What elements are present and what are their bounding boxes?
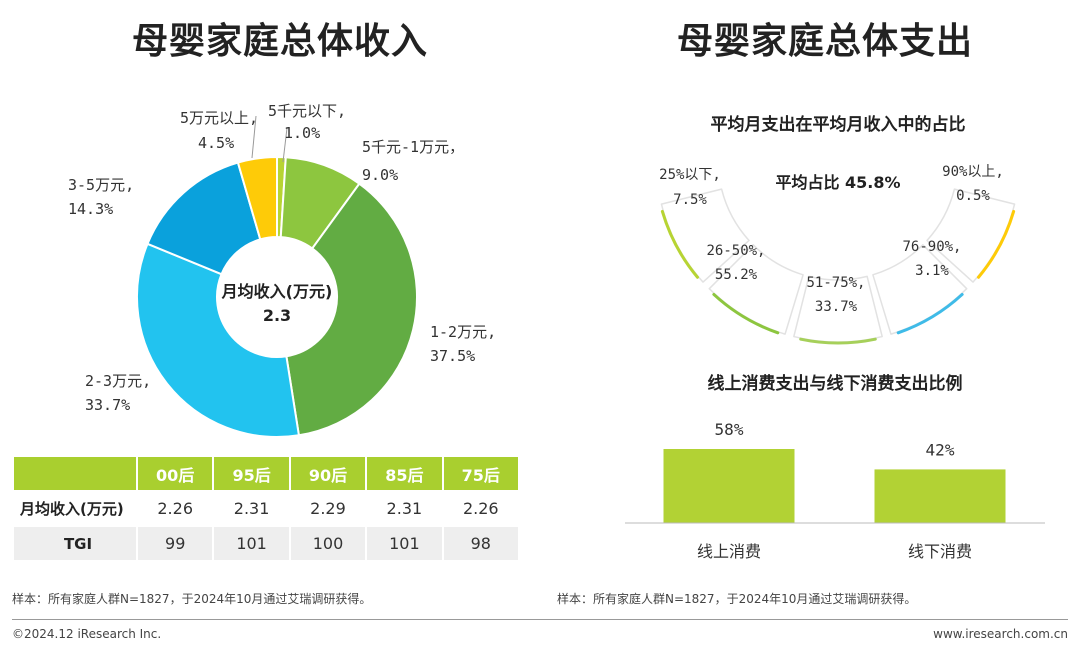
income-title: 母婴家庭总体收入 <box>131 21 428 62</box>
segment-value: 7.5% <box>673 192 707 208</box>
bar-category-label: 线下消费 <box>908 542 972 561</box>
sample-note: 样本：所有家庭人群N=1827，于2024年10月通过艾瑞调研获得。 <box>12 592 372 606</box>
arc-segment-accent <box>660 209 699 279</box>
bar <box>663 449 795 523</box>
row-header: TGI <box>14 527 136 560</box>
segment-value: 55.2% <box>715 267 758 283</box>
table-cell: 2.31 <box>214 492 289 525</box>
slice-label: 5万元以上, <box>180 109 258 127</box>
segment-label: 25%以下, <box>659 167 721 183</box>
channel-chart-title: 线上消费支出与线下消费支出比例 <box>708 373 963 394</box>
ratio-arc <box>660 188 1016 345</box>
table-cell: 99 <box>138 527 213 560</box>
slice-value: 1.0% <box>284 124 320 142</box>
row-header: 月均收入(万元) <box>14 492 136 525</box>
slice-label: 5千元-1万元， <box>362 138 464 156</box>
sample-note: 样本：所有家庭人群N=1827，于2024年10月通过艾瑞调研获得。 <box>557 592 917 606</box>
arc-segment-accent <box>799 337 877 345</box>
donut-center-value: 2.3 <box>263 306 291 325</box>
donut-slice <box>136 242 301 438</box>
table-cell: 2.31 <box>367 492 442 525</box>
bar <box>874 469 1006 523</box>
slice-leader-line <box>282 127 288 163</box>
segment-label: 90%以上, <box>942 164 1004 180</box>
income-donut <box>136 155 418 438</box>
segment-value: 0.5% <box>956 188 990 204</box>
table-cell: 2.26 <box>138 492 213 525</box>
segment-value: 33.7% <box>815 299 858 315</box>
table-header-cell: 95后 <box>214 457 289 490</box>
expense-title: 母婴家庭总体支出 <box>676 21 973 62</box>
segment-label: 51-75%, <box>806 275 865 291</box>
arc-segment-accent <box>896 292 964 335</box>
segment-value: 3.1% <box>915 263 949 279</box>
table-header-cell: 85后 <box>367 457 442 490</box>
table-cell: 2.26 <box>443 492 518 525</box>
table-cell: 2.29 <box>290 492 366 525</box>
table-row: 月均收入(万元) 2.26 2.31 2.29 2.31 2.26 <box>14 492 518 525</box>
slice-value: 37.5% <box>430 347 475 365</box>
segment-label: 76-90%, <box>902 239 961 255</box>
table-row: TGI 99 101 100 101 98 <box>14 527 518 560</box>
copyright: ©2024.12 iResearch Inc. <box>12 627 162 641</box>
bar-category-label: 线上消费 <box>697 542 761 561</box>
table-cell: 101 <box>367 527 442 560</box>
bar-value-label: 58% <box>715 420 744 439</box>
table-corner-cell <box>14 457 136 490</box>
slice-value: 14.3% <box>68 200 113 218</box>
table-header-cell: 75后 <box>443 457 518 490</box>
footer-divider <box>12 619 1068 620</box>
table-header-cell: 00后 <box>138 457 213 490</box>
slice-leader-line <box>251 115 257 159</box>
donut-slice <box>236 155 278 241</box>
arc-segment-accent <box>712 292 780 335</box>
arc-segment-accent <box>977 209 1016 279</box>
ratio-chart-title: 平均月支出在平均月收入中的占比 <box>711 114 966 135</box>
slice-value: 9.0% <box>362 166 398 184</box>
table-header-cell: 90后 <box>290 457 366 490</box>
table-cell: 100 <box>290 527 366 560</box>
slice-label: 1-2万元, <box>430 323 496 341</box>
slice-value: 4.5% <box>198 134 234 152</box>
slice-label: 2-3万元, <box>85 372 151 390</box>
table-cell: 98 <box>443 527 518 560</box>
website: www.iresearch.com.cn <box>933 627 1068 641</box>
donut-slice <box>285 182 418 437</box>
slice-value: 33.7% <box>85 396 130 414</box>
slice-label: 5千元以下, <box>268 102 346 120</box>
tgi-table: 00后 95后 90后 85后 75后 月均收入(万元) 2.26 2.31 2… <box>12 455 520 562</box>
channel-bars: 58% 42% <box>663 420 1006 523</box>
slice-label: 3-5万元, <box>68 176 134 194</box>
table-cell: 101 <box>214 527 289 560</box>
donut-center-label: 月均收入(万元) <box>221 282 333 301</box>
ratio-average-label: 平均占比 45.8% <box>775 173 900 192</box>
bar-value-label: 42% <box>926 440 955 459</box>
segment-label: 26-50%, <box>706 243 765 259</box>
